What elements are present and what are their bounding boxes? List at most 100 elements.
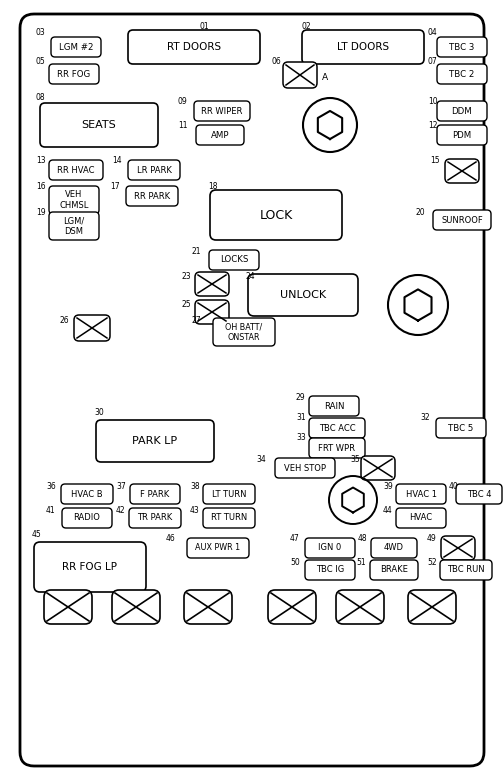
Text: 05: 05: [36, 57, 46, 66]
FancyBboxPatch shape: [456, 484, 502, 504]
FancyBboxPatch shape: [396, 508, 446, 528]
Text: 01: 01: [200, 22, 210, 31]
FancyBboxPatch shape: [302, 30, 424, 64]
Text: RR WIPER: RR WIPER: [201, 107, 243, 115]
Text: SUNROOF: SUNROOF: [441, 216, 483, 224]
Text: PDM: PDM: [453, 131, 472, 139]
Text: RT DOORS: RT DOORS: [167, 42, 221, 52]
FancyBboxPatch shape: [437, 37, 487, 57]
FancyBboxPatch shape: [49, 186, 99, 214]
FancyBboxPatch shape: [128, 160, 180, 180]
Text: TBC 5: TBC 5: [449, 424, 474, 432]
Text: 14: 14: [112, 156, 121, 165]
FancyBboxPatch shape: [436, 418, 486, 438]
Text: 13: 13: [36, 156, 46, 165]
Text: LGM #2: LGM #2: [59, 43, 93, 51]
Text: 03: 03: [36, 28, 46, 37]
Text: LT TURN: LT TURN: [212, 489, 246, 499]
Text: 48: 48: [358, 534, 367, 543]
FancyBboxPatch shape: [209, 250, 259, 270]
FancyBboxPatch shape: [213, 318, 275, 346]
FancyBboxPatch shape: [40, 103, 158, 147]
Text: LOCKS: LOCKS: [220, 256, 248, 265]
Text: 49: 49: [427, 534, 437, 543]
Text: TBC ACC: TBC ACC: [319, 424, 355, 432]
Text: 39: 39: [383, 482, 393, 491]
FancyBboxPatch shape: [248, 274, 358, 316]
FancyBboxPatch shape: [305, 560, 355, 580]
Text: 21: 21: [192, 247, 202, 256]
Text: LGM/
DSM: LGM/ DSM: [64, 217, 85, 236]
Text: TBC IG: TBC IG: [316, 566, 344, 574]
Text: 34: 34: [256, 455, 266, 464]
Text: FRT WPR: FRT WPR: [319, 443, 355, 453]
FancyBboxPatch shape: [130, 484, 180, 504]
Text: A: A: [322, 72, 328, 82]
FancyBboxPatch shape: [283, 62, 317, 88]
FancyBboxPatch shape: [275, 458, 335, 478]
Text: 32: 32: [420, 413, 429, 422]
Text: 06: 06: [272, 57, 282, 66]
Text: 18: 18: [208, 182, 218, 191]
Text: 09: 09: [178, 97, 188, 106]
FancyBboxPatch shape: [74, 315, 110, 341]
FancyBboxPatch shape: [184, 590, 232, 624]
FancyBboxPatch shape: [195, 272, 229, 296]
FancyBboxPatch shape: [309, 438, 365, 458]
FancyBboxPatch shape: [61, 484, 113, 504]
FancyBboxPatch shape: [361, 456, 395, 480]
FancyBboxPatch shape: [194, 101, 250, 121]
Text: 40: 40: [449, 482, 459, 491]
Text: IGN 0: IGN 0: [319, 544, 342, 552]
Text: 51: 51: [356, 558, 365, 567]
FancyBboxPatch shape: [96, 420, 214, 462]
FancyBboxPatch shape: [195, 300, 229, 324]
FancyBboxPatch shape: [371, 538, 417, 558]
Text: 16: 16: [36, 182, 46, 191]
FancyBboxPatch shape: [20, 14, 484, 766]
FancyBboxPatch shape: [129, 508, 181, 528]
Text: 30: 30: [94, 408, 104, 417]
Text: 35: 35: [350, 455, 360, 464]
Text: 31: 31: [296, 413, 305, 422]
Text: 41: 41: [46, 506, 55, 515]
Text: HVAC 1: HVAC 1: [406, 489, 436, 499]
Text: 08: 08: [36, 93, 46, 102]
Text: AUX PWR 1: AUX PWR 1: [196, 544, 240, 552]
Text: 23: 23: [182, 272, 192, 281]
Text: RAIN: RAIN: [324, 401, 344, 411]
Text: 07: 07: [428, 57, 438, 66]
FancyBboxPatch shape: [34, 542, 146, 592]
Text: TR PARK: TR PARK: [138, 513, 173, 523]
FancyBboxPatch shape: [433, 210, 491, 230]
FancyBboxPatch shape: [305, 538, 355, 558]
FancyBboxPatch shape: [112, 590, 160, 624]
Text: 10: 10: [428, 97, 437, 106]
Text: 29: 29: [296, 393, 305, 402]
FancyBboxPatch shape: [203, 484, 255, 504]
Text: UNLOCK: UNLOCK: [280, 290, 326, 300]
Text: 37: 37: [116, 482, 126, 491]
FancyBboxPatch shape: [49, 212, 99, 240]
Text: LOCK: LOCK: [260, 209, 293, 221]
FancyBboxPatch shape: [396, 484, 446, 504]
FancyBboxPatch shape: [268, 590, 316, 624]
Text: 26: 26: [60, 316, 70, 325]
FancyBboxPatch shape: [441, 536, 475, 560]
Text: DDM: DDM: [452, 107, 472, 115]
Text: TBC RUN: TBC RUN: [447, 566, 485, 574]
FancyBboxPatch shape: [370, 560, 418, 580]
FancyBboxPatch shape: [203, 508, 255, 528]
FancyBboxPatch shape: [187, 538, 249, 558]
Text: VEH
CHMSL: VEH CHMSL: [59, 190, 89, 210]
FancyBboxPatch shape: [49, 64, 99, 84]
Text: TBC 2: TBC 2: [449, 69, 475, 79]
FancyBboxPatch shape: [437, 101, 487, 121]
FancyBboxPatch shape: [309, 418, 365, 438]
Text: 27: 27: [192, 316, 202, 325]
Text: PARK LP: PARK LP: [133, 436, 177, 446]
Text: HVAC: HVAC: [409, 513, 432, 523]
Text: 46: 46: [166, 534, 176, 543]
Text: BRAKE: BRAKE: [380, 566, 408, 574]
Text: AMP: AMP: [211, 131, 229, 139]
